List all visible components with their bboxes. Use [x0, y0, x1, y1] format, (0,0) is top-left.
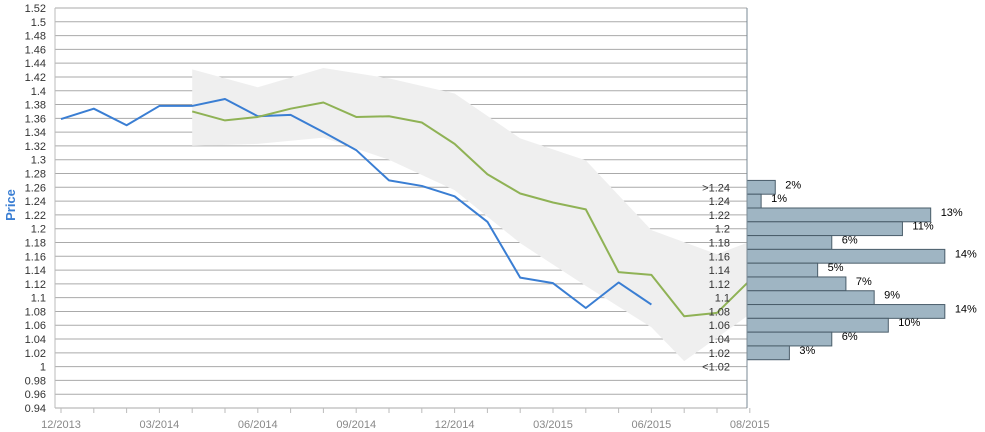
y-tick-label: 1.08	[25, 306, 46, 318]
distribution-bar-percent: 14%	[955, 248, 977, 260]
distribution-bin-label: 1.08	[709, 306, 730, 318]
distribution-bar	[746, 331, 833, 347]
y-tick-label: 1.26	[25, 182, 46, 194]
y-tick-label: 1.04	[25, 334, 46, 346]
distribution-bar-percent: 2%	[785, 179, 801, 191]
distribution-bin-label: 1.04	[709, 334, 730, 346]
distribution-bar-percent: 9%	[884, 290, 900, 302]
x-tick-label: 09/2014	[336, 419, 376, 431]
x-tick-label: 12/2013	[41, 419, 81, 431]
distribution-bar	[746, 262, 819, 278]
distribution-bar-percent: 5%	[828, 262, 844, 274]
forecast-price-line	[191, 101, 751, 318]
distribution-bar	[746, 317, 889, 333]
y-axis-label: Price	[3, 189, 18, 221]
y-tick-label: 1.28	[25, 169, 46, 181]
series-layer	[60, 98, 751, 318]
distribution-bar	[746, 235, 833, 250]
y-tick-label: 1.02	[25, 348, 46, 360]
y-tick-label: 0.98	[25, 375, 46, 387]
grid-layer	[55, 7, 747, 409]
y-tick-label: 1.18	[25, 237, 46, 249]
y-tick-label: 1.2	[31, 224, 46, 236]
distribution-bar-percent: 1%	[771, 193, 787, 205]
y-tick-label: 1.44	[25, 58, 46, 70]
distribution-bin-label: 1.12	[709, 279, 730, 291]
distribution-bar-percent: 11%	[912, 221, 933, 233]
y-tick-label: 1.22	[25, 210, 46, 222]
x-tick-label: 12/2014	[435, 419, 475, 431]
distribution-bar-percent: 6%	[842, 331, 858, 343]
distribution-bin-label: 1.18	[709, 237, 730, 249]
distribution-bar	[746, 207, 932, 223]
distribution-bar-percent: 3%	[799, 345, 815, 357]
distribution-bar-percent: 7%	[856, 276, 872, 288]
y-tick-label: 1.06	[25, 320, 46, 332]
x-tick-label: 06/2015	[632, 419, 672, 431]
y-tick-label: 1.14	[25, 265, 46, 277]
y-tick-label: 1.1	[31, 293, 46, 305]
y-tick-label: 1.36	[25, 113, 46, 125]
distribution-bar	[746, 248, 946, 264]
distribution-bin-label: <1.02	[702, 362, 730, 374]
distribution-bar	[746, 193, 762, 209]
distribution-bin-label: 1.06	[709, 320, 730, 332]
y-tick-label: 1.48	[25, 31, 46, 43]
y-tick-label: 1.34	[25, 127, 46, 139]
y-tick-label: 0.94	[25, 403, 46, 415]
y-tick-label: 1.5	[31, 17, 46, 29]
y-tick-label: 1.3	[31, 155, 46, 167]
x-tick-label: 06/2014	[238, 419, 278, 431]
actual-price-line	[60, 98, 652, 309]
distribution-bar	[746, 290, 875, 306]
x-tick-label: 03/2014	[140, 419, 180, 431]
distribution-bin-label: 1.24	[709, 196, 730, 208]
distribution-bin-label: 1.1	[715, 293, 730, 305]
y-tick-label: 1.24	[25, 196, 46, 208]
distribution-bin-label: 1.2	[715, 224, 730, 236]
distribution-bin-label: 1.14	[709, 265, 730, 277]
y-tick-label: 1.46	[25, 44, 46, 56]
y-tick-label: 1.4	[31, 86, 46, 98]
y-tick-label: 1.32	[25, 141, 46, 153]
y-tick-label: 1.42	[25, 72, 46, 84]
x-tick-label: 08/2015	[730, 419, 770, 431]
distribution-layer: >1.24 2% 1.24 1% 1.22 13% 1.2 11% 1.18 6% 1.16 14% 1…	[702, 179, 977, 373]
y-tick-label: 1.16	[25, 251, 46, 263]
distribution-bar	[746, 345, 790, 361]
distribution-bin-label: 1.16	[709, 251, 730, 263]
distribution-bar-percent: 14%	[955, 303, 977, 315]
x-tick-label: 03/2015	[533, 419, 573, 431]
distribution-bin-label: 1.02	[709, 348, 730, 360]
y-tick-label: 1.52	[25, 3, 46, 15]
distribution-bar	[746, 221, 903, 237]
y-tick-label: 1.12	[25, 279, 46, 291]
distribution-bar-percent: 13%	[941, 207, 963, 219]
distribution-bar-percent: 6%	[842, 234, 858, 246]
distribution-bar-percent: 10%	[898, 317, 920, 329]
distribution-bar	[746, 276, 847, 292]
y-tick-label: 1.38	[25, 100, 46, 112]
axis-layer: 1.52 1.5 1.481.46 1.44 1.42 1.4 1.381.36 1.34 1.…	[25, 3, 770, 431]
distribution-bin-label: 1.22	[709, 210, 730, 222]
distribution-bin-label: >1.24	[702, 182, 730, 194]
y-tick-label: 0.96	[25, 389, 46, 401]
y-tick-label: 1	[40, 362, 46, 374]
